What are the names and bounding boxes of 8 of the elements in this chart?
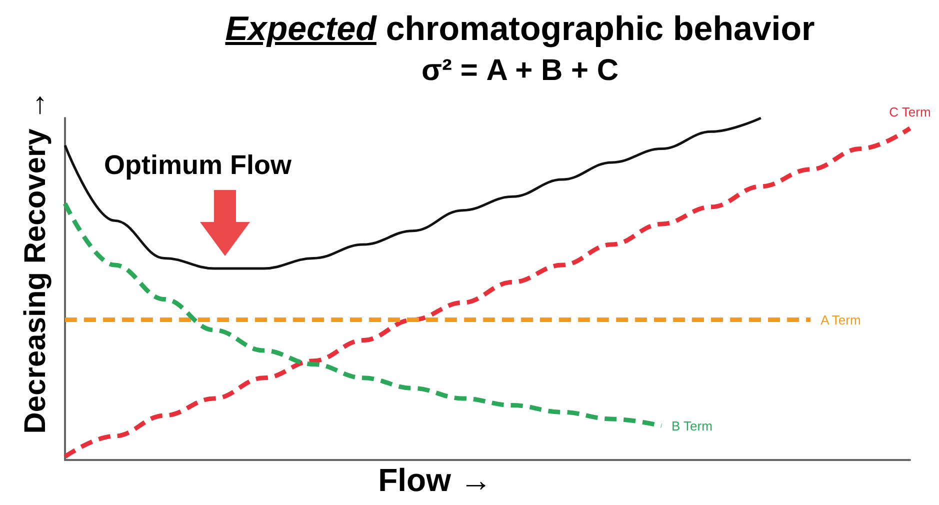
- series-label: B Term: [671, 418, 712, 434]
- chart-title: Expected chromatographic behavior: [224, 10, 816, 49]
- y-axis-title: Decreasing Recovery →: [19, 90, 53, 434]
- chart-subtitle: σ² = A + B + C: [420, 54, 620, 88]
- annotation: Optimum Flow: [104, 150, 292, 181]
- series-label: C Term: [889, 104, 931, 120]
- series-label: A Term: [820, 312, 861, 328]
- x-axis-title: Flow →: [377, 462, 493, 499]
